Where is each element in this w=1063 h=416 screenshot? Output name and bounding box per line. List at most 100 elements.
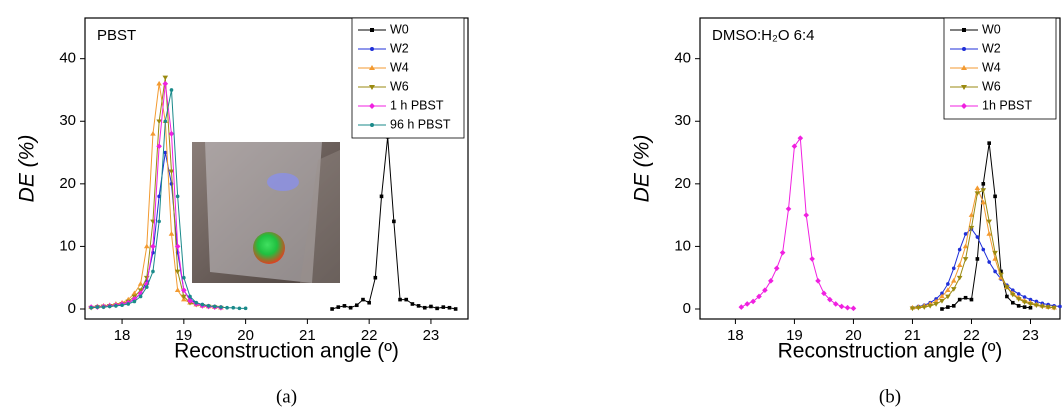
data-point — [1058, 304, 1062, 309]
data-point — [1022, 305, 1027, 309]
data-point — [342, 304, 347, 308]
data-point — [933, 302, 939, 307]
data-point — [143, 243, 150, 249]
data-point — [1016, 304, 1021, 308]
data-point — [206, 304, 211, 308]
x-tick-label: 23 — [423, 327, 440, 344]
data-point — [441, 305, 446, 309]
data-point — [151, 269, 155, 274]
data-point — [1022, 295, 1027, 299]
legend-marker — [961, 85, 967, 90]
legend-marker — [370, 28, 374, 32]
x-tick-label: 20 — [845, 327, 862, 344]
plot-frame — [699, 17, 1061, 320]
data-point — [361, 297, 365, 302]
data-point — [921, 305, 928, 310]
data-point — [779, 249, 786, 256]
data-point — [951, 266, 956, 271]
data-point — [174, 269, 181, 275]
data-point — [832, 301, 839, 307]
data-point — [181, 287, 187, 294]
data-point — [1010, 300, 1015, 305]
data-point — [131, 290, 138, 296]
series-line — [941, 143, 1031, 310]
data-point — [940, 307, 944, 311]
y-axis-label: DE (%) — [631, 135, 654, 203]
data-point — [156, 80, 162, 86]
data-point — [1004, 285, 1010, 290]
data-point — [157, 194, 161, 199]
data-point — [969, 297, 974, 302]
y-tick-label: 10 — [59, 237, 76, 254]
data-point — [453, 307, 458, 311]
data-point — [803, 212, 810, 218]
data-point — [429, 304, 433, 309]
data-point — [137, 281, 144, 286]
data-point — [194, 300, 198, 305]
data-point — [762, 287, 768, 294]
series-line — [91, 83, 221, 309]
legend-label: 1 h PBST — [390, 98, 444, 112]
data-point — [447, 305, 452, 310]
plot-frame — [84, 17, 469, 320]
data-point — [945, 287, 951, 293]
data-point — [416, 304, 421, 308]
data-point — [156, 143, 162, 150]
data-point — [927, 304, 933, 309]
x-tick-label: 22 — [361, 327, 378, 344]
legend-label: W0 — [390, 22, 409, 36]
caption: (a) — [276, 386, 297, 407]
data-point — [212, 304, 217, 309]
data-point — [126, 302, 131, 306]
data-point — [850, 305, 857, 312]
data-point — [168, 130, 175, 137]
data-point — [1039, 304, 1046, 310]
legend-marker — [369, 103, 375, 109]
data-point — [330, 307, 334, 311]
data-point — [162, 75, 169, 81]
legend-marker — [370, 47, 374, 51]
x-tick-label: 18 — [114, 327, 131, 344]
y-tick-label: 20 — [674, 175, 691, 192]
data-point — [1009, 292, 1016, 298]
data-point — [156, 119, 162, 125]
data-point — [951, 304, 956, 308]
data-point — [957, 247, 962, 252]
legend-marker — [369, 85, 375, 90]
data-point — [163, 119, 168, 124]
legend-box — [351, 17, 465, 139]
y-tick-label: 40 — [674, 50, 691, 67]
data-point — [987, 141, 991, 145]
data-point — [968, 225, 975, 231]
x-tick-label: 19 — [175, 327, 192, 344]
legend-label: W2 — [390, 41, 409, 55]
x-tick-label: 18 — [727, 327, 744, 344]
data-point — [237, 306, 242, 311]
data-point — [744, 301, 751, 307]
data-point — [933, 298, 939, 304]
legend-marker — [369, 65, 375, 70]
data-point — [168, 169, 175, 175]
data-point — [957, 297, 962, 302]
data-point — [422, 305, 427, 310]
data-point — [838, 303, 845, 310]
y-axis-label: DE (%) — [16, 135, 39, 203]
data-point — [1045, 305, 1051, 310]
data-point — [821, 290, 827, 297]
x-axis-label: Reconstruction angle (º) — [174, 340, 399, 363]
data-point — [750, 298, 756, 305]
data-point — [773, 265, 780, 272]
data-point — [188, 294, 192, 299]
data-point — [1010, 288, 1015, 293]
data-point — [791, 143, 798, 150]
data-point — [174, 287, 181, 293]
data-point — [785, 206, 792, 212]
legend-label: W6 — [982, 79, 1001, 93]
data-point — [132, 299, 137, 304]
data-point — [181, 294, 187, 300]
data-point — [981, 182, 986, 186]
data-point — [169, 88, 174, 92]
data-point — [975, 257, 980, 261]
y-tick-label: 0 — [68, 300, 76, 317]
data-point — [89, 305, 93, 310]
